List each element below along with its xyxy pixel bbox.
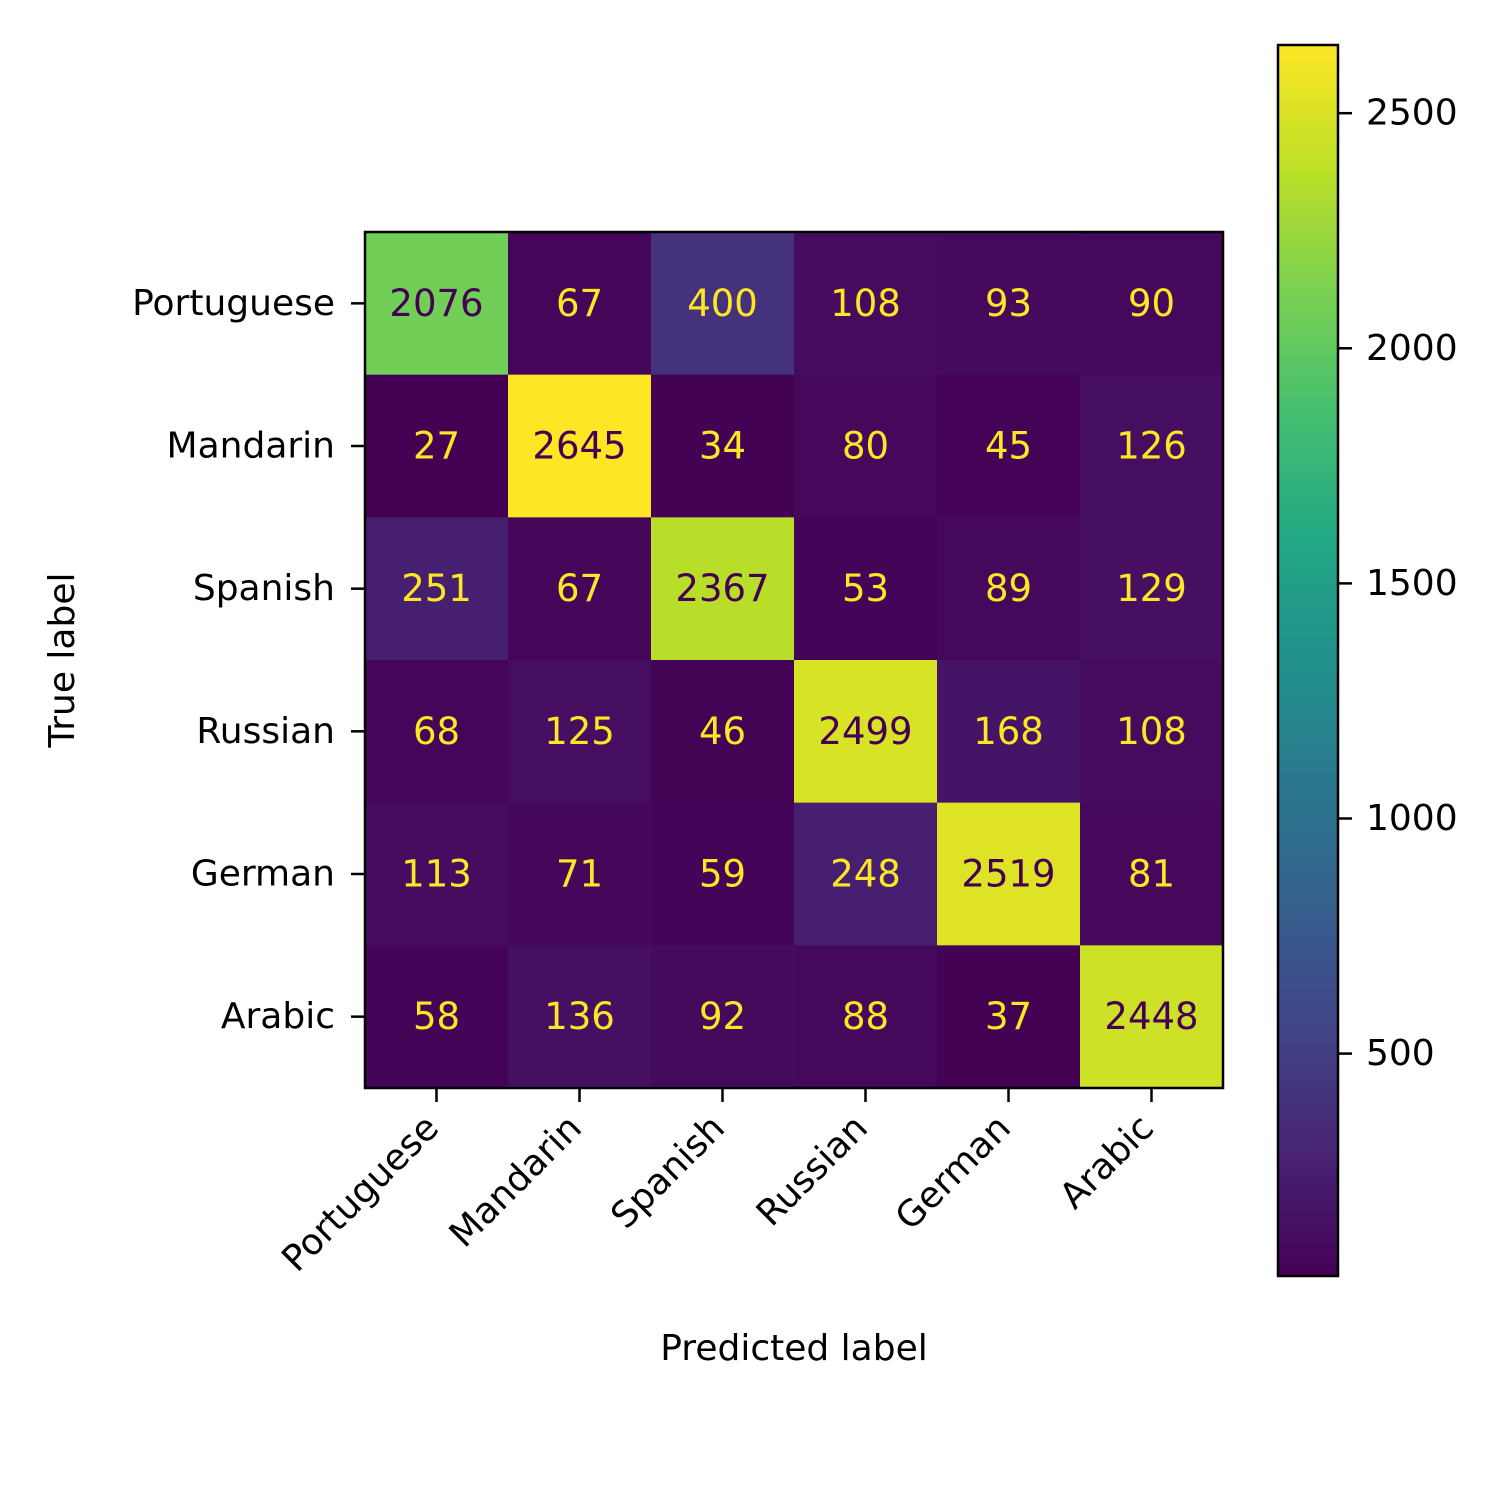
x-tick-label: Russian (749, 1107, 876, 1234)
heatmap-cell (794, 945, 938, 1089)
x-tick-label: Portuguese (274, 1107, 446, 1279)
cell-value-label: 2448 (1104, 995, 1198, 1038)
heatmap-cell (937, 660, 1081, 804)
cell-value-label: 113 (401, 853, 472, 896)
cell-value-label: 108 (830, 282, 901, 325)
cell-value-label: 89 (985, 567, 1032, 610)
heatmap-cell (651, 660, 795, 804)
cell-value-label: 2519 (961, 853, 1055, 896)
heatmap-cell (794, 374, 938, 518)
heatmap-cell (1080, 945, 1224, 1089)
cell-value-label: 108 (1116, 710, 1187, 753)
heatmap-cell (1080, 374, 1224, 518)
cell-value-label: 248 (830, 853, 901, 896)
y-axis-title: True label (42, 573, 83, 749)
heatmap-cell (508, 517, 652, 661)
heatmap-cell (794, 517, 938, 661)
heatmap-cell (508, 232, 652, 376)
heatmap-cell (508, 660, 652, 804)
x-tick-label: Arabic (1052, 1107, 1162, 1217)
heatmap-cell (651, 374, 795, 518)
cell-value-label: 88 (842, 995, 889, 1038)
heatmap-cell (651, 802, 795, 946)
cell-value-label: 45 (985, 425, 1032, 468)
cell-value-label: 71 (556, 853, 603, 896)
heatmap-cell (794, 802, 938, 946)
cell-value-label: 37 (985, 995, 1032, 1038)
heatmap-cell (937, 232, 1081, 376)
cell-value-label: 2076 (389, 282, 483, 325)
heatmap-cell (937, 945, 1081, 1089)
colorbar-tick-label: 2000 (1366, 328, 1458, 369)
heatmap-cell (365, 374, 509, 518)
cell-value-label: 2367 (675, 567, 769, 610)
colorbar: 500 1000 1500 2000 2500 (1276, 43, 1458, 1278)
heatmap-cell (365, 517, 509, 661)
cell-value-label: 125 (544, 710, 615, 753)
cell-value-label: 68 (413, 710, 460, 753)
colorbar-tick-label: 2500 (1366, 93, 1458, 134)
cell-value-label: 81 (1128, 853, 1175, 896)
heatmap-cell (937, 374, 1081, 518)
y-tick-label: Arabic (221, 996, 335, 1037)
x-tick-label: Mandarin (442, 1107, 590, 1255)
heatmap-cell (937, 517, 1081, 661)
cell-value-label: 53 (842, 567, 889, 610)
cell-value-label: 400 (687, 282, 758, 325)
heatmap-cells: 2076 67 400 108 93 90 27 2645 34 80 45 126 251 67 2367… (365, 232, 1224, 1089)
y-tick-label: Portuguese (132, 283, 335, 324)
heatmap-cell (794, 660, 938, 804)
heatmap-cell (1080, 802, 1224, 946)
heatmap-cell (1080, 232, 1224, 376)
cell-value-label: 67 (556, 282, 603, 325)
cell-value-label: 58 (413, 995, 460, 1038)
x-tick-label: German (888, 1107, 1019, 1238)
cell-value-label: 129 (1116, 567, 1187, 610)
x-axis-title: Predicted label (660, 1328, 928, 1369)
colorbar-tick-label: 1500 (1366, 563, 1458, 604)
heatmap-cell (365, 232, 509, 376)
colorbar-tick-label: 500 (1366, 1033, 1435, 1074)
cell-value-label: 67 (556, 567, 603, 610)
cell-value-label: 251 (401, 567, 472, 610)
cell-value-label: 93 (985, 282, 1032, 325)
cell-value-label: 136 (544, 995, 615, 1038)
plot-frame (363, 230, 1225, 1090)
heatmap-cell (651, 945, 795, 1089)
cell-value-label: 168 (973, 710, 1044, 753)
cell-value-label: 92 (699, 995, 746, 1038)
cell-value-label: 2645 (532, 425, 626, 468)
cell-value-label: 34 (699, 425, 746, 468)
heatmap-cell (937, 802, 1081, 946)
heatmap-cell (365, 660, 509, 804)
heatmap-cell (508, 802, 652, 946)
x-tick-label: Spanish (603, 1107, 733, 1237)
y-tick-label: Mandarin (167, 426, 335, 467)
heatmap-cell (1080, 517, 1224, 661)
heatmap-cell (365, 802, 509, 946)
heatmap-cell (1080, 660, 1224, 804)
colorbar-gradient (1276, 43, 1340, 1278)
cell-value-label: 59 (699, 853, 746, 896)
heatmap-cell (794, 232, 938, 376)
y-tick-label: Spanish (193, 568, 335, 609)
cell-value-label: 27 (413, 425, 460, 468)
cell-value-label: 46 (699, 710, 746, 753)
heatmap-cell (651, 517, 795, 661)
heatmap-cell (651, 232, 795, 376)
heatmap-cell (365, 945, 509, 1089)
cell-value-label: 2499 (818, 710, 912, 753)
cell-value-label: 80 (842, 425, 889, 468)
y-axis-ticks: Portuguese Mandarin Spanish Russian German Ar… (132, 283, 365, 1037)
cell-value-label: 126 (1116, 425, 1187, 468)
cell-value-label: 90 (1128, 282, 1175, 325)
heatmap-cell (508, 945, 652, 1089)
y-tick-label: Russian (196, 711, 335, 752)
y-tick-label: German (191, 854, 335, 895)
heatmap-cell (508, 374, 652, 518)
colorbar-tick-label: 1000 (1366, 798, 1458, 839)
